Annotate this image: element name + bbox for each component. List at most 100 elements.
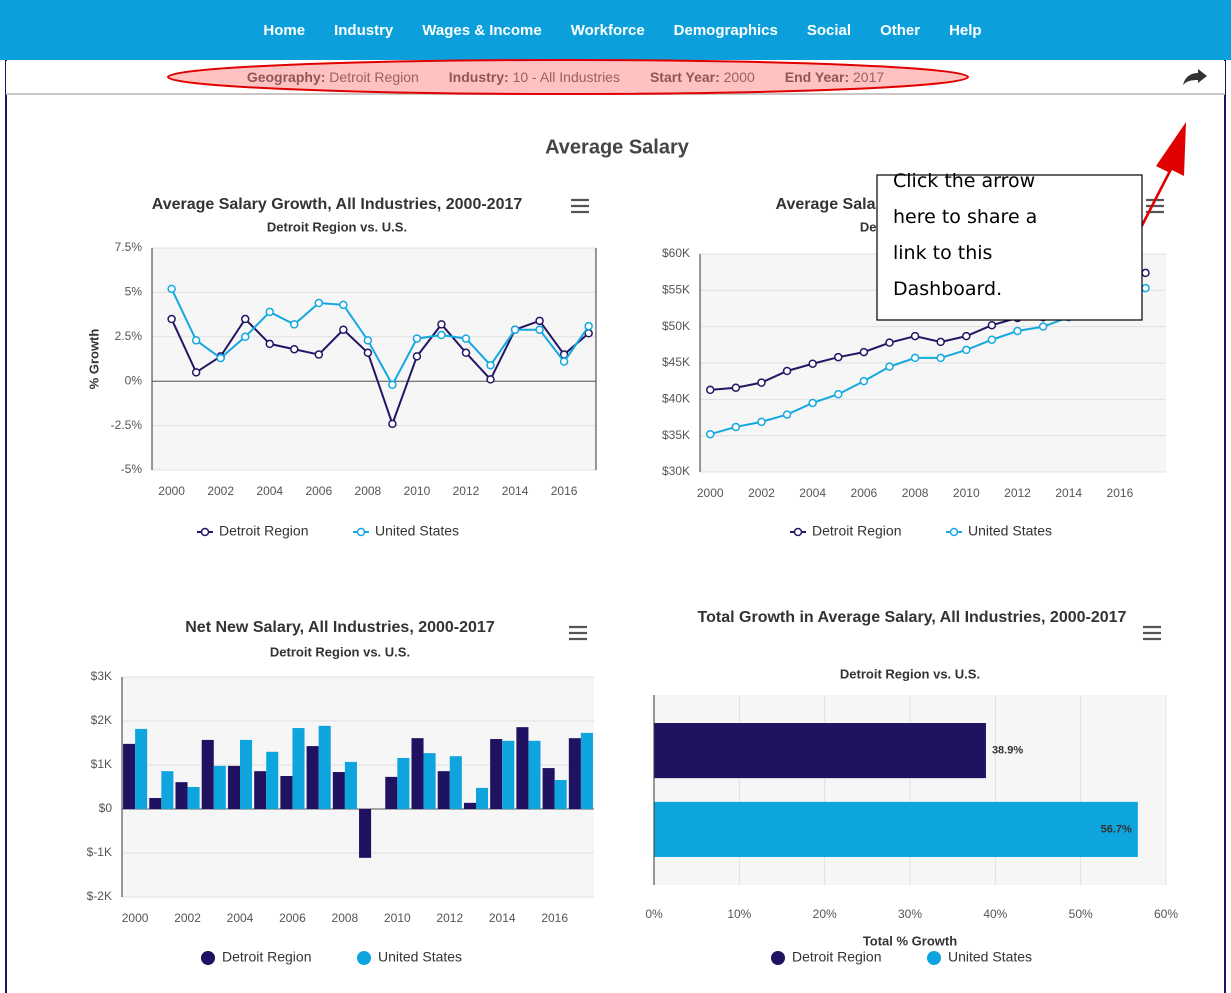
nav-item[interactable]: Help xyxy=(949,21,982,39)
point xyxy=(705,385,715,395)
nav-item[interactable]: Other xyxy=(880,21,921,39)
legend-label: Detroit Region xyxy=(222,949,312,965)
x-tick-label: 2012 xyxy=(453,484,480,498)
x-tick-label: 2014 xyxy=(1055,486,1082,500)
value-label: 38.9% xyxy=(992,744,1023,756)
x-tick-label: 40% xyxy=(983,907,1007,921)
plot-background xyxy=(152,248,596,470)
x-tick-label: 30% xyxy=(898,907,922,921)
bar xyxy=(240,739,253,809)
value-label: 56.7% xyxy=(1101,823,1132,835)
x-tick-label: 2000 xyxy=(122,911,149,925)
point xyxy=(1141,283,1150,293)
chart-title: Average Salary Growth, All Industries, 2… xyxy=(152,196,523,213)
y-tick-label: $40K xyxy=(662,392,690,406)
point xyxy=(757,378,766,387)
legend-label: Detroit Region xyxy=(792,949,882,965)
x-tick-label: 2002 xyxy=(748,486,775,500)
bar xyxy=(502,740,515,809)
x-tick-label: 2014 xyxy=(502,484,529,498)
point xyxy=(437,320,446,329)
y-tick-label: $-2K xyxy=(87,889,112,903)
x-tick-label: 2016 xyxy=(1107,486,1134,500)
bar xyxy=(149,798,162,809)
point xyxy=(461,334,471,343)
bar xyxy=(528,740,541,809)
x-tick-label: 50% xyxy=(1069,907,1093,921)
point xyxy=(290,344,299,354)
nav-item[interactable]: Workforce xyxy=(570,21,645,39)
chart-title: Total Growth in Average Salary, All Indu… xyxy=(697,609,1127,626)
point xyxy=(705,429,715,439)
bar xyxy=(254,771,267,809)
point xyxy=(1038,312,1048,322)
chart-title: Net New Salary, All Industries, 2000-201… xyxy=(185,619,495,636)
chart-subtitle: Detroit Region vs. U.S. xyxy=(270,644,410,659)
point xyxy=(314,298,324,308)
bar xyxy=(568,738,581,809)
filter-value: 2017 xyxy=(853,69,885,85)
y-tick-label: 5% xyxy=(125,285,143,299)
chart-subtitle: Detroit Region vs. U.S. xyxy=(860,219,1000,234)
bar xyxy=(654,723,986,779)
nav-item[interactable]: Industry xyxy=(334,21,394,39)
y-tick-label: 7.5% xyxy=(115,240,143,254)
point xyxy=(987,320,997,330)
legend-marker xyxy=(927,951,941,965)
point xyxy=(834,352,843,362)
bar xyxy=(332,772,345,809)
filter-label: Geography: xyxy=(246,69,326,85)
bar xyxy=(397,757,410,809)
nav-bar: Home Industry Wages & Income Workforce D… xyxy=(0,0,1231,60)
y-tick-label: $2K xyxy=(91,713,112,727)
chart-title: Average Salary, All Industries, 2000-201… xyxy=(776,196,1085,213)
menu-icon[interactable] xyxy=(569,625,587,641)
point xyxy=(1013,313,1022,323)
y-tick-label: -2.5% xyxy=(111,418,143,432)
point xyxy=(314,350,324,359)
point xyxy=(363,336,373,345)
menu-icon[interactable] xyxy=(1146,198,1164,214)
point xyxy=(388,380,397,390)
filter: End Year: 2017 xyxy=(785,69,884,85)
menu-icon[interactable] xyxy=(1143,625,1161,641)
bar xyxy=(161,771,174,809)
point xyxy=(987,335,997,344)
bar xyxy=(175,782,188,809)
point xyxy=(535,316,544,326)
nav-item[interactable]: Social xyxy=(806,21,852,39)
nav-item[interactable]: Wages & Income xyxy=(422,21,542,39)
y-tick-label: $1K xyxy=(91,757,112,771)
filter-bar: Geography: Detroit Region Industry: 10 -… xyxy=(6,61,1225,95)
point xyxy=(412,334,422,343)
point xyxy=(782,410,792,419)
nav-item[interactable]: Demographics xyxy=(673,21,778,39)
point xyxy=(962,345,971,355)
x-tick-label: 2000 xyxy=(697,486,724,500)
x-tick-label: 2004 xyxy=(227,911,254,925)
filter-value: Detroit Region xyxy=(329,69,419,85)
bar xyxy=(423,753,436,809)
point xyxy=(510,325,520,334)
legend-marker xyxy=(356,527,366,537)
point xyxy=(290,320,299,329)
nav-item[interactable]: Home xyxy=(263,21,306,39)
legend-label: Detroit Region xyxy=(812,523,902,539)
point xyxy=(461,348,471,358)
bar xyxy=(292,728,305,809)
point xyxy=(757,417,766,427)
legend-marker xyxy=(793,527,803,537)
series-line xyxy=(170,317,590,427)
x-tick-label: 2012 xyxy=(1004,486,1031,500)
x-tick-label: 2006 xyxy=(305,484,332,498)
point xyxy=(240,314,250,324)
point xyxy=(486,360,495,370)
x-tick-label: 2004 xyxy=(256,484,283,498)
filter: Start Year: 2000 xyxy=(650,69,755,85)
point xyxy=(216,353,225,363)
legend-marker xyxy=(771,951,785,965)
y-tick-label: $0 xyxy=(99,801,113,815)
menu-icon[interactable] xyxy=(571,198,589,214)
bar xyxy=(135,728,148,809)
